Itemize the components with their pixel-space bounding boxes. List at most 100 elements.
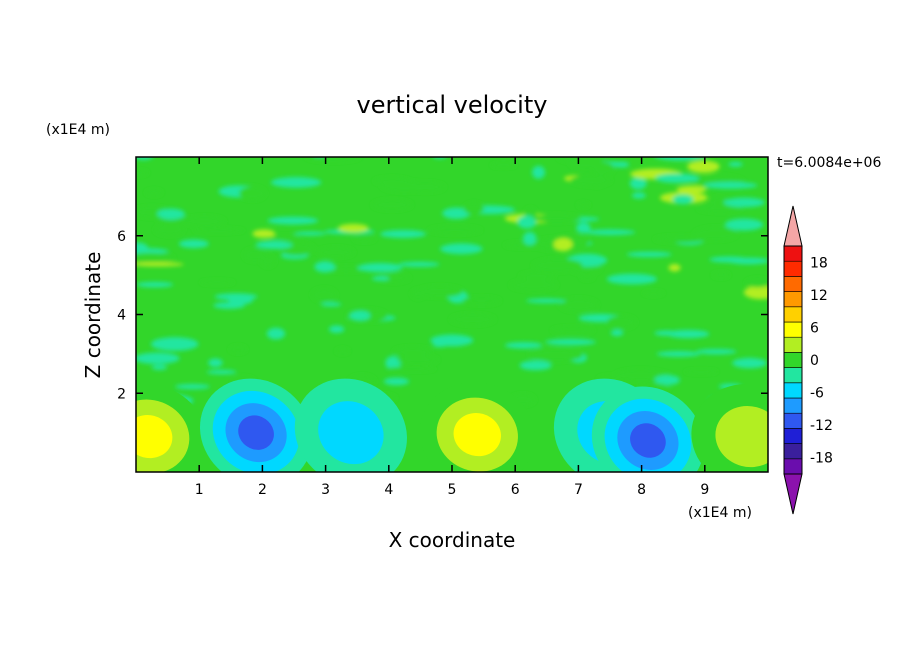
texture-blob [229, 345, 247, 354]
texture-blob [450, 313, 496, 326]
texture-blob [136, 262, 184, 267]
colorbar-swatch [783, 245, 803, 262]
texture-blob [178, 239, 209, 249]
colorbar-swatch [783, 321, 803, 338]
texture-blob [519, 360, 552, 371]
colorbar-swatch [783, 397, 803, 414]
texture-blob [532, 214, 582, 223]
texture-blob [509, 279, 558, 291]
texture-blob [559, 298, 599, 312]
texture-blob [349, 310, 371, 321]
x-tick-label: 8 [637, 482, 646, 498]
colorbar-over-arrow [783, 205, 803, 247]
texture-blob [335, 348, 350, 354]
x-tick-label: 2 [258, 482, 267, 498]
texture-blob [252, 229, 276, 238]
texture-blob [710, 196, 728, 206]
cell-contour [318, 401, 384, 465]
texture-blob [338, 223, 369, 233]
axis-ticks: 1 2 3 4 5 6 7 8 9 2 4 6 [117, 157, 768, 498]
colorbar-frame [783, 245, 803, 475]
texture-blob [154, 223, 185, 236]
texture-blob [214, 293, 258, 301]
texture-blob [371, 276, 390, 281]
texture-blob [157, 208, 186, 220]
cell-contour [136, 414, 173, 459]
texture-blob [585, 229, 636, 236]
texture-blob [724, 218, 764, 231]
texture-blob [462, 296, 501, 305]
x-tick-label: 6 [511, 482, 520, 498]
texture-blob [381, 180, 428, 192]
colorbar-swatch [783, 412, 803, 429]
cell-contour [630, 423, 666, 458]
texture-blob [654, 374, 680, 386]
x-tick-label: 5 [448, 482, 457, 498]
cell-contour [715, 405, 768, 468]
texture-blob [260, 255, 276, 267]
texture-blob [243, 248, 266, 262]
texture-blob [570, 174, 612, 186]
texture-blob [745, 278, 768, 288]
texture-blob [442, 207, 471, 220]
colorbar-swatch [783, 276, 803, 292]
texture-blob [387, 366, 436, 371]
colorbar-tick-label: 12 [810, 288, 828, 304]
convective-cells [136, 378, 768, 472]
colorbar-tick-label: 6 [810, 320, 819, 336]
texture-blob [532, 258, 583, 272]
x-tick-label: 1 [195, 482, 204, 498]
texture-blob [606, 315, 637, 329]
texture-blob [610, 329, 624, 337]
texture-blob [656, 351, 701, 357]
texture-blob [576, 222, 591, 234]
texture-blob [528, 348, 584, 362]
texture-blob [269, 235, 301, 240]
texture-blob [255, 240, 293, 250]
texture-blob [519, 271, 556, 281]
colorbar-swatch [783, 428, 803, 444]
x-tick-label: 7 [574, 482, 583, 498]
texture-blob [672, 194, 694, 205]
colorbar: 18 12 6 0 -6 -12 -18 [783, 205, 833, 515]
texture-blob [653, 235, 709, 243]
texture-blob [504, 342, 543, 349]
colorbar-tick-label: 0 [810, 353, 819, 369]
texture-blob [326, 266, 366, 273]
colorbar-tick-label: -18 [810, 451, 833, 467]
x-unit-label: (x1E4 m) [688, 505, 752, 521]
texture-blob [545, 338, 596, 346]
texture-blob [592, 162, 615, 176]
y-tick-label: 2 [117, 386, 126, 402]
texture-blob [208, 358, 223, 368]
texture-blob [463, 202, 484, 215]
texture-blob [668, 264, 681, 272]
cell-contour [453, 413, 502, 457]
texture-blob [151, 364, 168, 370]
texture-blob [270, 177, 322, 188]
y-axis-title: Z coordinate [81, 252, 105, 379]
texture-blob [694, 226, 738, 241]
colorbar-swatch [783, 336, 803, 353]
texture-blob [642, 290, 665, 296]
texture-blob [723, 197, 765, 208]
texture-blob [654, 330, 680, 336]
texture-blob [136, 248, 169, 254]
texture-blob [490, 163, 517, 168]
colorbar-tick-label: -12 [810, 418, 833, 434]
texture-blob [577, 202, 590, 208]
texture-blob [267, 216, 319, 225]
texture-blob [503, 241, 552, 249]
texture-blob [712, 271, 730, 278]
texture-blob [175, 384, 210, 390]
colorbar-under-arrow [783, 473, 803, 515]
texture-blob [732, 357, 767, 369]
texture-blob [428, 226, 482, 235]
texture-blob [136, 281, 174, 288]
texture-blob [357, 263, 403, 273]
chart-title: vertical velocity [357, 91, 548, 119]
texture-blob [372, 199, 413, 211]
x-tick-label: 4 [384, 482, 393, 498]
texture-blob [317, 247, 355, 258]
